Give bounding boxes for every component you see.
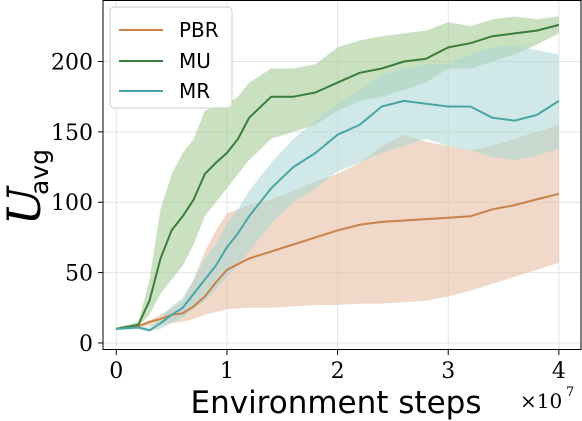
x-tick-label-4: 4 (552, 359, 566, 384)
legend-label-mr: MR (179, 79, 210, 103)
legend-box (109, 6, 233, 109)
legend-label-pbr: PBR (179, 18, 219, 42)
x-tick-label-1: 1 (220, 359, 234, 384)
x-axis-label: Environment steps (190, 385, 481, 421)
y-axis-label-main: U (0, 184, 51, 225)
legend-label-mu: MU (179, 49, 211, 73)
y-tick-label-3: 150 (51, 121, 93, 146)
band-mr (116, 44, 559, 332)
y-tick-label-1: 50 (65, 262, 93, 287)
x-multiplier-base: ×10 (520, 389, 562, 413)
y-tick-label-4: 200 (51, 51, 93, 76)
y-tick-label-2: 100 (51, 191, 93, 216)
axis-ticks: 0 1 2 3 4 0 50 100 150 200 (51, 51, 566, 384)
y-axis-label: U avg (0, 149, 54, 225)
band-pbr (116, 124, 559, 329)
x-tick-label-3: 3 (441, 359, 455, 384)
x-axis-multiplier: ×10 7 (520, 385, 574, 413)
y-axis-label-sub: avg (25, 149, 54, 195)
x-multiplier-exponent: 7 (566, 385, 574, 400)
legend: PBR MU MR (109, 6, 233, 109)
plot-frame (102, 0, 582, 350)
series-line-mr (116, 99, 560, 332)
y-tick-label-0: 0 (79, 332, 93, 357)
series-line-mu (116, 23, 560, 330)
series-lines (116, 23, 560, 332)
x-tick-label-2: 2 (331, 359, 345, 384)
x-tick-label-0: 0 (109, 359, 123, 384)
